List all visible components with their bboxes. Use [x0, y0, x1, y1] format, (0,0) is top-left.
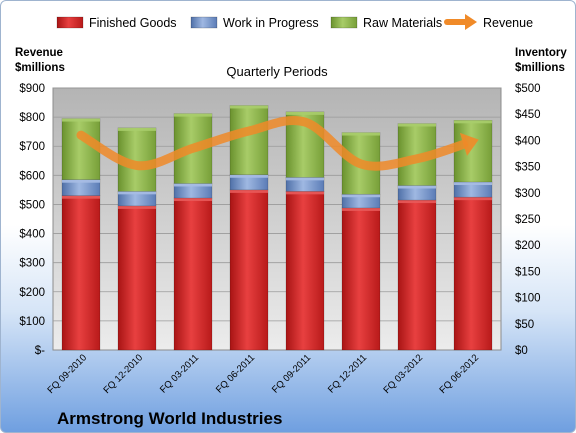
bar-cap: [118, 127, 156, 131]
right-tick-label: $0: [515, 345, 528, 357]
bar-cap: [118, 205, 156, 209]
bar-cap: [342, 194, 380, 198]
x-tick-label: FQ 09-2010: [45, 352, 89, 396]
bar-cap: [62, 195, 100, 199]
right-tick-label: $200: [515, 240, 541, 252]
legend-label: Work in Progress: [223, 16, 319, 30]
right-tick-label: $50: [515, 319, 534, 331]
bar-cap: [174, 113, 212, 117]
legend: Finished Goods Work in Progress Raw Materi…: [56, 14, 533, 30]
left-tick-label: $800: [19, 112, 45, 124]
left-tick-label: $600: [19, 170, 45, 182]
chart-title: Quarterly Periods: [226, 64, 328, 79]
bar-cap: [286, 191, 324, 195]
legend-arrow-swatch: [465, 14, 477, 30]
left-axis-ticks: $- $100 $200 $300 $400 $500 $600 $700 $800 $900: [19, 83, 45, 357]
bar-cap: [230, 189, 268, 193]
bar-cap: [454, 197, 492, 201]
left-tick-label: $100: [19, 316, 45, 328]
legend-swatch: [330, 16, 358, 29]
bar-finished-goods: [453, 196, 493, 351]
bar-finished-goods: [61, 195, 101, 351]
x-tick-label: FQ 06-2011: [214, 352, 257, 395]
bar-finished-goods: [173, 197, 213, 351]
x-tick-label: FQ 09-2011: [270, 352, 313, 395]
x-tick-label: FQ 12-2010: [101, 352, 145, 396]
x-axis-ticks: FQ 09-2010 FQ 12-2010 FQ 03-2011 FQ 06-2011…: [45, 352, 481, 396]
bar-cap: [454, 120, 492, 124]
left-tick-label: $-: [35, 345, 45, 357]
bar-cap: [118, 191, 156, 195]
bar-cap: [174, 183, 212, 187]
right-tick-label: $400: [515, 135, 541, 147]
left-tick-label: $200: [19, 287, 45, 299]
left-axis-title-line1: Revenue: [15, 47, 63, 59]
bar-cap: [62, 179, 100, 183]
right-tick-label: $250: [515, 214, 541, 226]
company-name: Armstrong World Industries: [57, 409, 282, 428]
legend-label: Finished Goods: [89, 16, 177, 30]
right-tick-label: $350: [515, 162, 541, 174]
x-tick-label: FQ 06-2012: [437, 352, 481, 396]
legend-swatch: [190, 16, 218, 29]
bar-cap: [62, 118, 100, 122]
bar-cap: [230, 105, 268, 109]
right-tick-label: $500: [515, 83, 541, 95]
left-tick-label: $400: [19, 229, 45, 241]
right-tick-label: $100: [515, 293, 541, 305]
revenue-line: [76, 116, 479, 171]
bar-finished-goods: [229, 189, 269, 351]
x-tick-label: FQ 03-2012: [381, 352, 425, 396]
left-tick-label: $500: [19, 199, 45, 211]
bar-cap: [230, 174, 268, 178]
left-tick-label: $700: [19, 141, 45, 153]
legend-label: Raw Materials: [363, 16, 442, 30]
bar-cap: [342, 207, 380, 211]
right-tick-label: $150: [515, 266, 541, 278]
left-tick-label: $900: [19, 83, 45, 95]
bar-finished-goods: [285, 191, 325, 351]
bar-finished-goods: [117, 205, 157, 351]
bar-cap: [398, 185, 436, 189]
bar-raw-materials: [229, 105, 269, 176]
right-axis-title-line1: Inventory: [515, 47, 567, 59]
right-tick-label: $450: [515, 109, 541, 121]
bars: [61, 105, 493, 351]
right-tick-label: $300: [515, 188, 541, 200]
bar-cap: [342, 132, 380, 136]
bar-raw-materials: [453, 120, 493, 183]
bar-cap: [286, 177, 324, 181]
left-axis-title-line2: $millions: [15, 62, 65, 74]
bar-finished-goods: [397, 199, 437, 351]
bar-finished-goods: [341, 207, 381, 351]
legend-label: Revenue: [483, 16, 533, 30]
right-axis-ticks: $0 $50 $100 $150 $200 $250 $300 $350 $400 $450 $50…: [515, 83, 541, 357]
x-tick-label: FQ 12-2011: [326, 352, 369, 395]
revenue-arrowhead: [459, 132, 479, 156]
x-tick-label: FQ 03-2011: [158, 352, 201, 395]
right-axis-title-line2: $millions: [515, 62, 565, 74]
bar-cap: [454, 182, 492, 186]
bar-cap: [398, 200, 436, 204]
legend-swatch: [56, 16, 84, 29]
bar-cap: [398, 123, 436, 127]
bar-cap: [174, 198, 212, 202]
left-tick-label: $300: [19, 258, 45, 270]
bar-cap: [286, 111, 324, 115]
